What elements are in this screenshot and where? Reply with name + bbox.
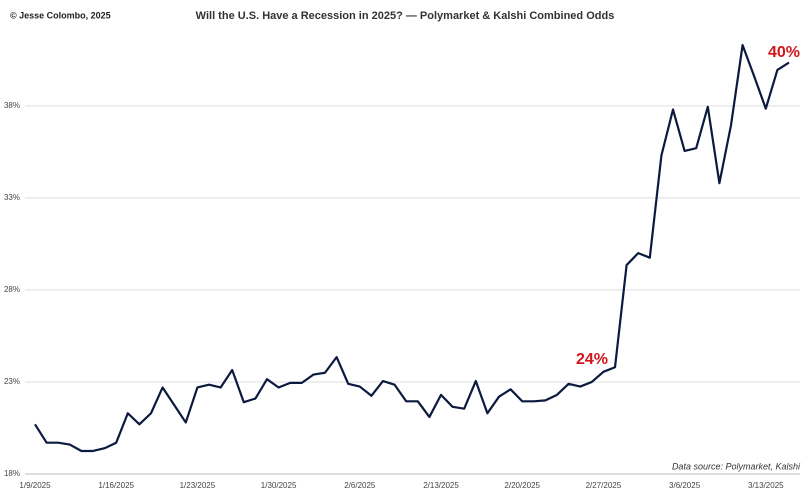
annotation: 40% xyxy=(768,44,800,61)
line xyxy=(34,43,790,453)
y-tick-label: 38% xyxy=(4,101,20,110)
x-tick-label: 1/16/2025 xyxy=(98,481,134,490)
x-tick-label: 1/23/2025 xyxy=(180,481,216,490)
y-tick-label: 18% xyxy=(4,469,20,478)
y-tick-label: 28% xyxy=(4,285,20,294)
source: Data source: Polymarket, Kalshi xyxy=(672,461,801,471)
x-tick-label: 2/20/2025 xyxy=(504,481,540,490)
x-tick-label: 1/30/2025 xyxy=(261,481,297,490)
y-tick-label: 33% xyxy=(4,193,20,202)
x-tick-label: 2/6/2025 xyxy=(344,481,376,490)
annotation: 24% xyxy=(576,351,608,368)
x-tick-label: 3/6/2025 xyxy=(669,481,701,490)
chart-title: Will the U.S. Have a Recession in 2025? … xyxy=(196,10,615,22)
credit: © Jesse Colombo, 2025 xyxy=(10,10,111,20)
x-tick-label: 3/13/2025 xyxy=(748,481,784,490)
y-tick-label: 23% xyxy=(4,377,20,386)
x-tick-label: 1/9/2025 xyxy=(19,481,51,490)
x-tick-label: 2/27/2025 xyxy=(586,481,622,490)
x-tick-label: 2/13/2025 xyxy=(423,481,459,490)
